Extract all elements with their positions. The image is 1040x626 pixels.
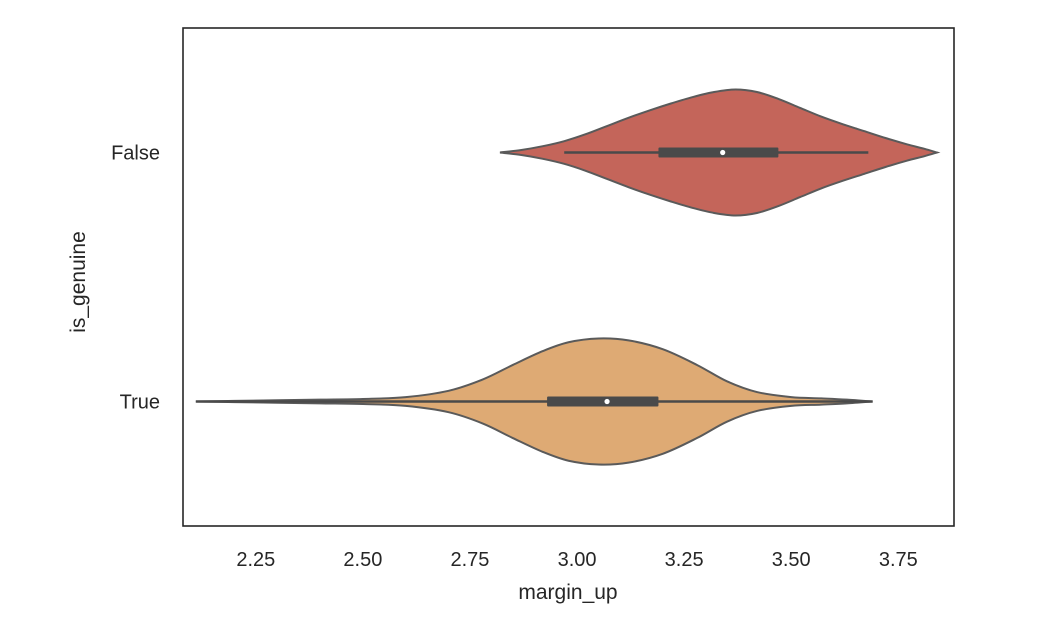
- median-marker-true: [604, 398, 610, 405]
- violins-layer: [195, 88, 941, 466]
- x-axis-ticks: 2.25 2.50 2.75 3.00 3.25 3.50 3.75: [236, 549, 917, 571]
- x-tick-label: 2.75: [451, 549, 490, 571]
- x-axis-title: margin_up: [518, 581, 617, 604]
- y-axis-ticks: False True: [111, 143, 160, 414]
- x-tick-label: 2.25: [236, 549, 275, 571]
- y-axis-title: is_genuine: [67, 231, 90, 333]
- x-tick-label: 3.50: [772, 549, 811, 571]
- iqr-box-true: [547, 396, 659, 407]
- x-tick-label: 3.75: [879, 549, 918, 571]
- y-tick-label: False: [111, 143, 160, 165]
- y-tick-label: True: [120, 392, 160, 414]
- x-tick-label: 3.00: [558, 549, 597, 571]
- violin-true: [195, 337, 873, 466]
- violin-false: [499, 88, 941, 217]
- x-tick-label: 3.25: [665, 549, 704, 571]
- median-marker-false: [720, 149, 726, 156]
- plot-frame: [182, 27, 955, 527]
- iqr-box-false: [658, 147, 779, 158]
- x-tick-label: 2.50: [343, 549, 382, 571]
